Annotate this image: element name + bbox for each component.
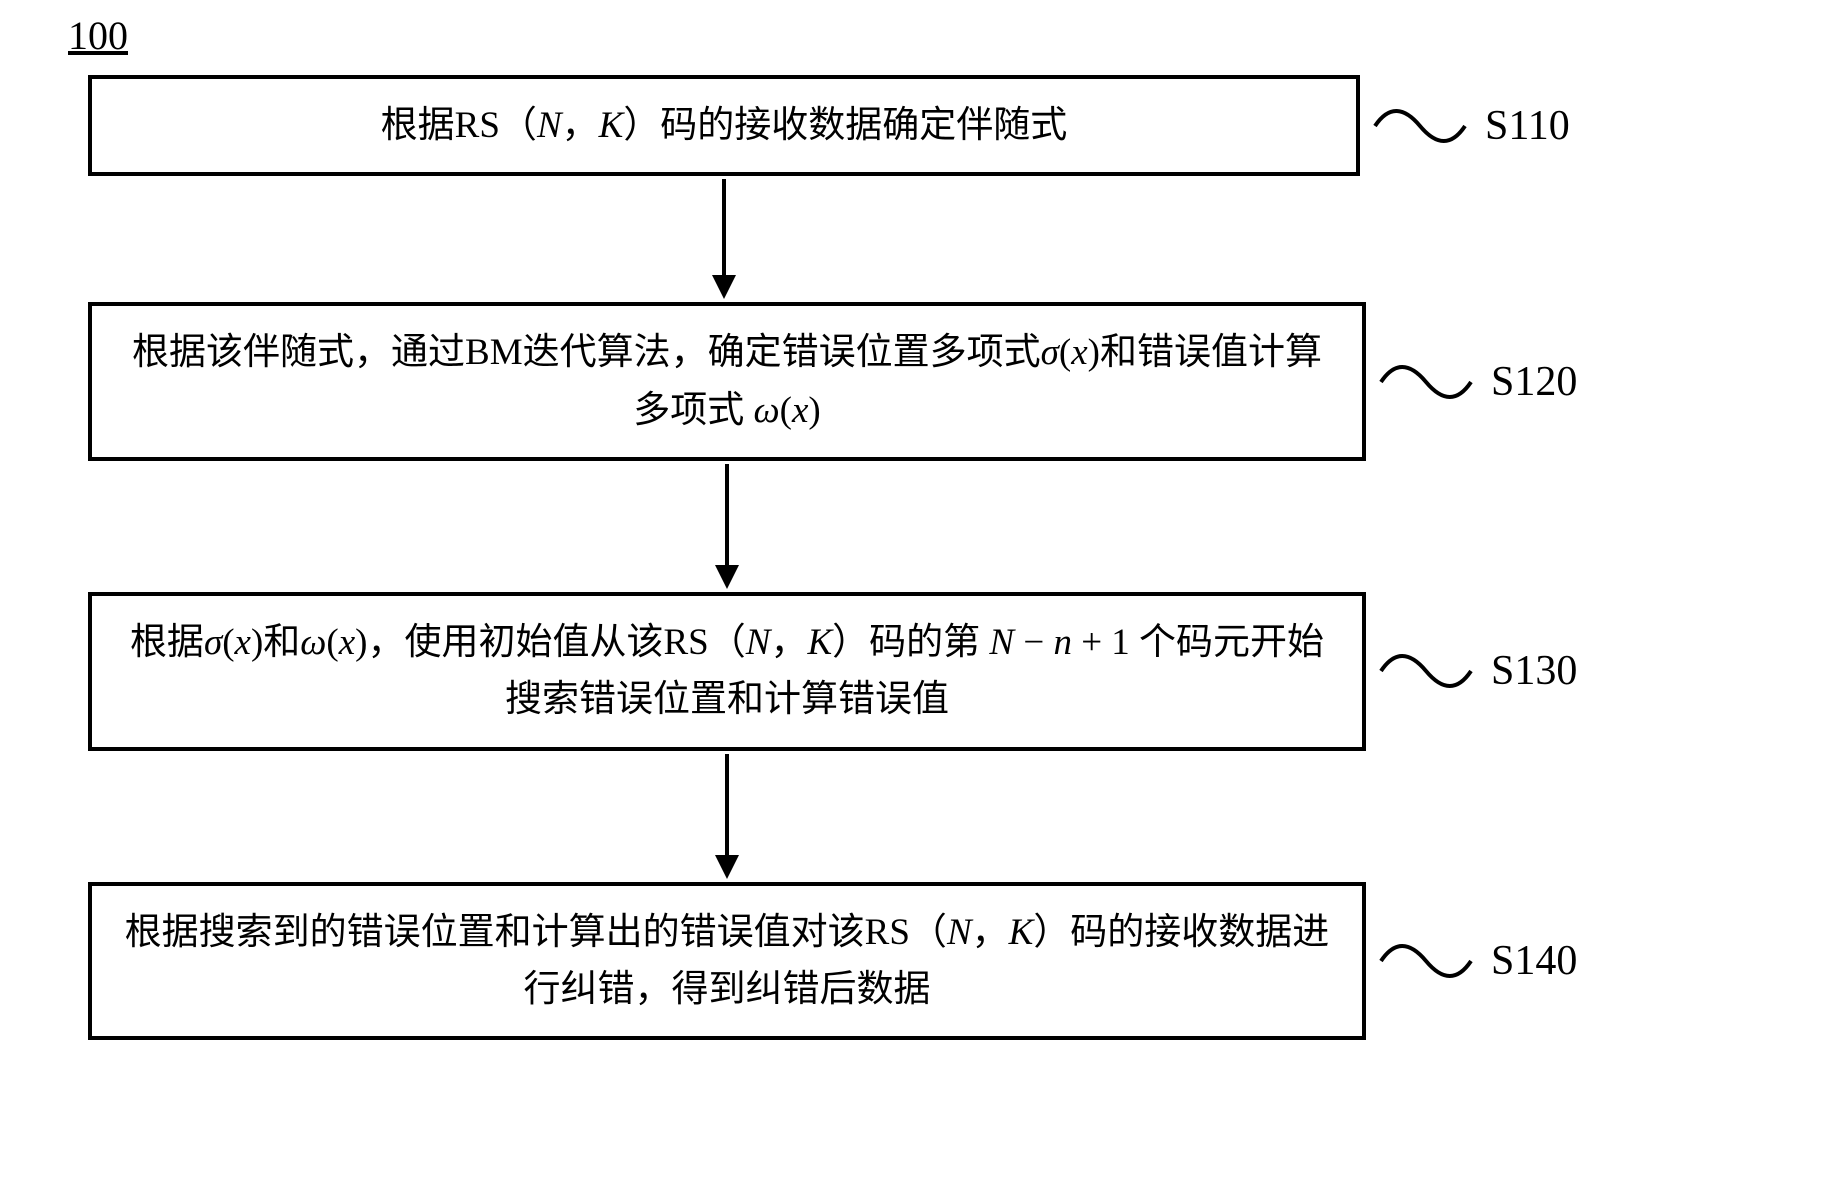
connector-wave xyxy=(1376,926,1476,996)
step-label-wrap-s130: S130 xyxy=(1376,636,1577,706)
arrow-wrap-0 xyxy=(88,179,1360,299)
step-label-s140: S140 xyxy=(1491,937,1577,985)
arrow-wrap-1 xyxy=(88,464,1366,589)
connector-wave xyxy=(1376,347,1476,417)
connector-wave xyxy=(1376,636,1476,706)
step-text-s130: 根据σ(x)和ω(x)，使用初始值从该RS（N，K）码的第 N − n + 1 … xyxy=(122,614,1332,729)
step-row-s120: 根据该伴随式，通过BM迭代算法，确定错误位置多项式σ(x)和错误值计算多项式 ω… xyxy=(88,302,1738,461)
step-label-wrap-s120: S120 xyxy=(1376,347,1577,417)
flowchart-container: 根据RS（N，K）码的接收数据确定伴随式 S110 根据该伴随式，通过BM迭代算… xyxy=(88,75,1738,1040)
connector-wave xyxy=(1370,91,1470,161)
step-label-s120: S120 xyxy=(1491,358,1577,406)
step-text-s120: 根据该伴随式，通过BM迭代算法，确定错误位置多项式σ(x)和错误值计算多项式 ω… xyxy=(122,324,1332,439)
flow-arrow xyxy=(707,754,747,879)
step-text-s110: 根据RS（N，K）码的接收数据确定伴随式 xyxy=(381,97,1068,154)
step-label-s110: S110 xyxy=(1485,102,1570,150)
step-label-wrap-s140: S140 xyxy=(1376,926,1577,996)
step-box-s140: 根据搜索到的错误位置和计算出的错误值对该RS（N，K）码的接收数据进行纠错，得到… xyxy=(88,882,1366,1041)
step-box-s120: 根据该伴随式，通过BM迭代算法，确定错误位置多项式σ(x)和错误值计算多项式 ω… xyxy=(88,302,1366,461)
flow-arrow xyxy=(707,464,747,589)
step-row-s130: 根据σ(x)和ω(x)，使用初始值从该RS（N，K）码的第 N − n + 1 … xyxy=(88,592,1738,751)
step-box-s130: 根据σ(x)和ω(x)，使用初始值从该RS（N，K）码的第 N − n + 1 … xyxy=(88,592,1366,751)
flow-arrow xyxy=(704,179,744,299)
step-label-s130: S130 xyxy=(1491,647,1577,695)
step-row-s110: 根据RS（N，K）码的接收数据确定伴随式 S110 xyxy=(88,75,1738,176)
step-row-s140: 根据搜索到的错误位置和计算出的错误值对该RS（N，K）码的接收数据进行纠错，得到… xyxy=(88,882,1738,1041)
figure-number: 100 xyxy=(68,12,128,59)
step-label-wrap-s110: S110 xyxy=(1370,91,1570,161)
step-text-s140: 根据搜索到的错误位置和计算出的错误值对该RS（N，K）码的接收数据进行纠错，得到… xyxy=(122,904,1332,1019)
arrow-wrap-2 xyxy=(88,754,1366,879)
step-box-s110: 根据RS（N，K）码的接收数据确定伴随式 xyxy=(88,75,1360,176)
